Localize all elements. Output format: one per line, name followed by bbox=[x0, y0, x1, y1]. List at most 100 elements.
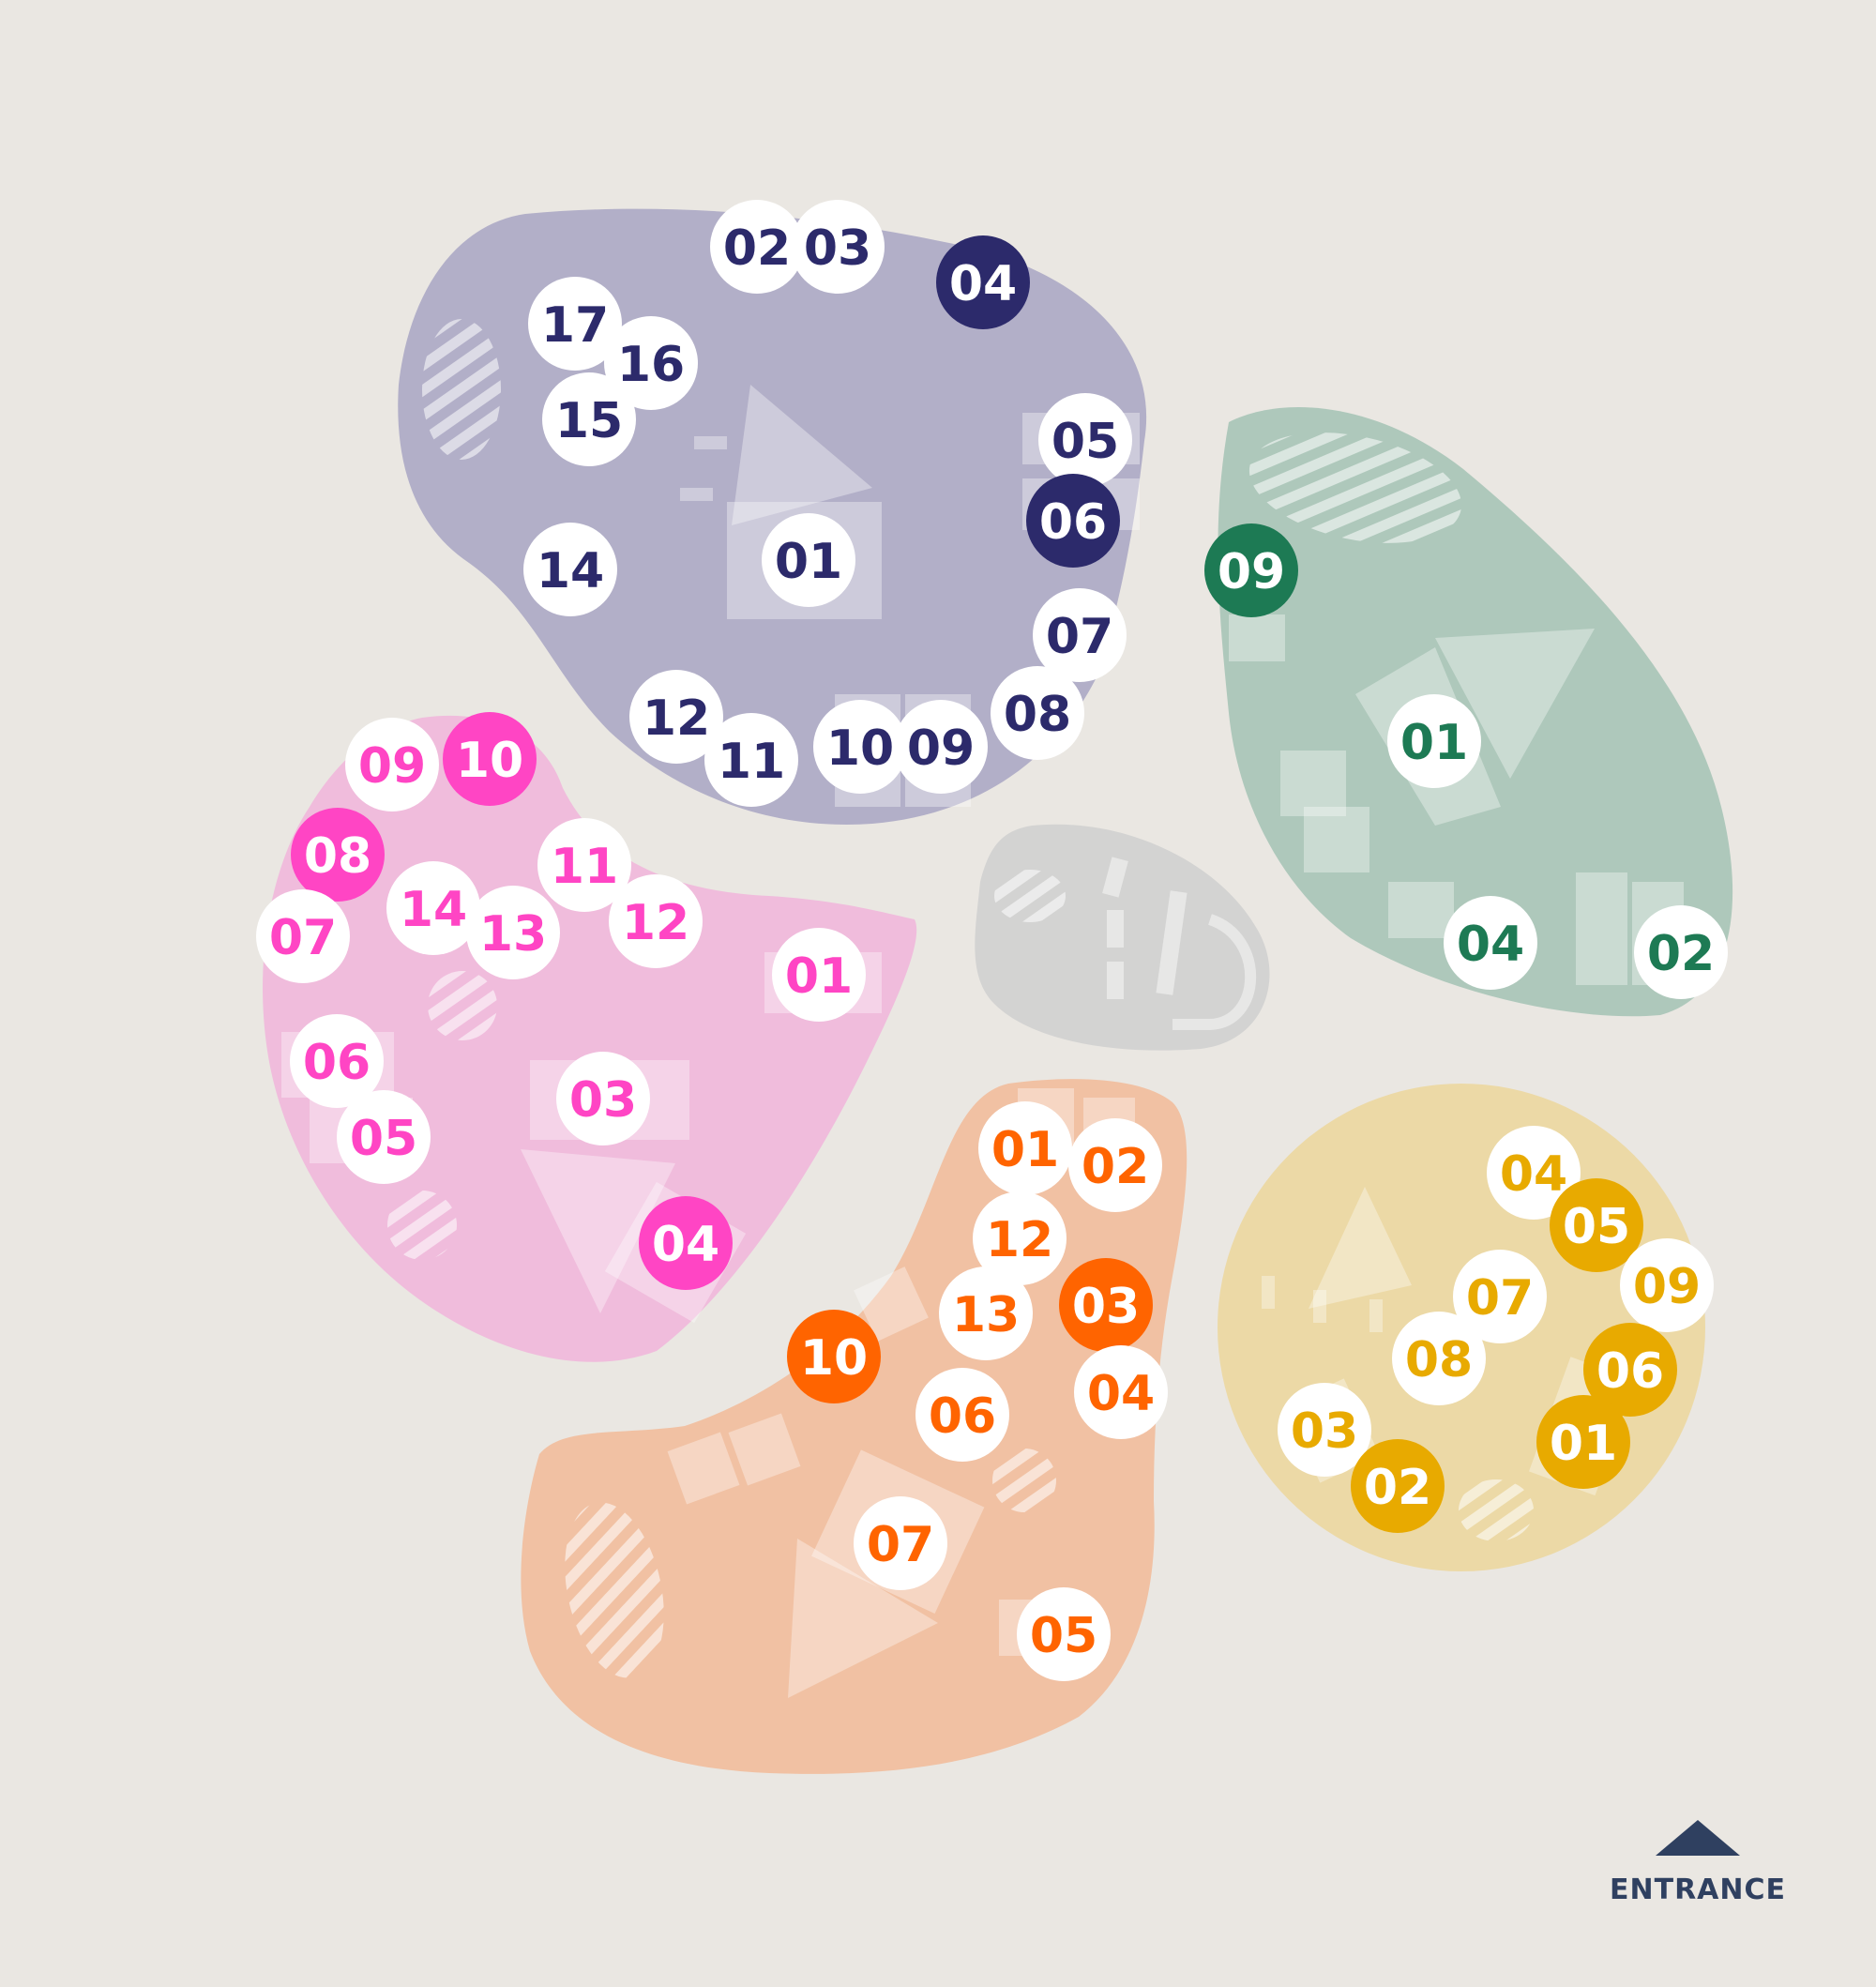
marker-yellow-04[interactable]: 04 bbox=[1487, 1126, 1581, 1220]
marker-pink-07[interactable]: 07 bbox=[256, 889, 350, 983]
marker-orange-05[interactable]: 05 bbox=[1017, 1587, 1111, 1681]
marker-purple-14[interactable]: 14 bbox=[523, 523, 617, 616]
marker-yellow-05[interactable]: 05 bbox=[1550, 1178, 1643, 1272]
marker-badge bbox=[1583, 1323, 1677, 1417]
marker-badge bbox=[537, 818, 631, 912]
marker-badge bbox=[1278, 1383, 1371, 1477]
marker-yellow-07[interactable]: 07 bbox=[1453, 1250, 1547, 1343]
marker-pink-05[interactable]: 05 bbox=[337, 1090, 431, 1184]
marker-label: 10 bbox=[800, 1330, 868, 1387]
marker-badge bbox=[1026, 474, 1120, 568]
marker-badge bbox=[1392, 1312, 1486, 1405]
marker-pink-10[interactable]: 10 bbox=[443, 712, 537, 806]
marker-orange-04[interactable]: 04 bbox=[1074, 1345, 1168, 1439]
marker-pink-13[interactable]: 13 bbox=[466, 886, 560, 979]
marker-purple-01[interactable]: 01 bbox=[762, 513, 855, 607]
marker-purple-08[interactable]: 08 bbox=[991, 666, 1084, 760]
marker-purple-11[interactable]: 11 bbox=[704, 713, 798, 807]
marker-purple-15[interactable]: 15 bbox=[542, 372, 636, 466]
marker-pink-12[interactable]: 12 bbox=[609, 874, 703, 968]
zone-grey-arc bbox=[1172, 914, 1257, 1030]
marker-purple-16[interactable]: 16 bbox=[604, 316, 698, 410]
marker-badge bbox=[1033, 588, 1127, 682]
marker-pink-14[interactable]: 14 bbox=[386, 861, 480, 955]
marker-label: 09 bbox=[358, 738, 426, 795]
marker-label: 11 bbox=[551, 839, 618, 895]
marker-pink-04[interactable]: 04 bbox=[639, 1196, 733, 1290]
marker-purple-03[interactable]: 03 bbox=[791, 200, 885, 294]
marker-purple-09[interactable]: 09 bbox=[894, 700, 988, 794]
marker-label: 12 bbox=[986, 1212, 1053, 1268]
marker-yellow-06[interactable]: 06 bbox=[1583, 1323, 1677, 1417]
marker-purple-17[interactable]: 17 bbox=[528, 277, 622, 371]
marker-orange-07[interactable]: 07 bbox=[854, 1496, 947, 1590]
marker-label: 03 bbox=[1072, 1279, 1140, 1335]
marker-badge bbox=[443, 712, 537, 806]
marker-badge bbox=[1550, 1178, 1643, 1272]
marker-badge bbox=[1487, 1126, 1581, 1220]
entrance-arrow-icon bbox=[1656, 1820, 1740, 1856]
marker-orange-02[interactable]: 02 bbox=[1068, 1118, 1162, 1212]
marker-badge bbox=[1387, 694, 1481, 788]
marker-orange-10[interactable]: 10 bbox=[787, 1310, 881, 1403]
marker-pink-01[interactable]: 01 bbox=[772, 928, 866, 1022]
marker-yellow-01[interactable]: 01 bbox=[1536, 1395, 1630, 1489]
marker-label: 01 bbox=[1550, 1416, 1617, 1472]
zone-orange-hatch-2 bbox=[992, 1449, 1056, 1512]
marker-label: 07 bbox=[1466, 1270, 1534, 1327]
marker-purple-04[interactable]: 04 bbox=[936, 235, 1030, 329]
marker-green-04[interactable]: 04 bbox=[1444, 896, 1537, 990]
marker-label: 12 bbox=[643, 690, 710, 747]
marker-pink-06[interactable]: 06 bbox=[290, 1014, 384, 1108]
marker-badge bbox=[978, 1101, 1072, 1195]
marker-label: 01 bbox=[1400, 715, 1468, 771]
marker-label: 04 bbox=[949, 256, 1017, 312]
marker-label: 02 bbox=[1082, 1139, 1149, 1195]
marker-badge bbox=[1444, 896, 1537, 990]
marker-purple-06[interactable]: 06 bbox=[1026, 474, 1120, 568]
marker-label: 03 bbox=[569, 1072, 637, 1129]
marker-badge bbox=[466, 886, 560, 979]
marker-green-02[interactable]: 02 bbox=[1634, 905, 1728, 999]
marker-orange-13[interactable]: 13 bbox=[939, 1267, 1033, 1360]
marker-badge bbox=[291, 808, 385, 902]
marker-label: 05 bbox=[1030, 1608, 1097, 1664]
marker-purple-10[interactable]: 10 bbox=[813, 700, 907, 794]
marker-pink-09[interactable]: 09 bbox=[345, 718, 439, 811]
marker-label: 14 bbox=[400, 882, 467, 938]
marker-purple-12[interactable]: 12 bbox=[629, 670, 723, 764]
marker-badge bbox=[1453, 1250, 1547, 1343]
marker-orange-03[interactable]: 03 bbox=[1059, 1258, 1153, 1352]
marker-yellow-09[interactable]: 09 bbox=[1620, 1238, 1714, 1332]
marker-orange-06[interactable]: 06 bbox=[915, 1368, 1009, 1462]
marker-label: 06 bbox=[303, 1035, 371, 1091]
marker-green-09[interactable]: 09 bbox=[1204, 523, 1298, 617]
marker-purple-05[interactable]: 05 bbox=[1038, 393, 1132, 487]
marker-orange-01[interactable]: 01 bbox=[978, 1101, 1072, 1195]
marker-yellow-03[interactable]: 03 bbox=[1278, 1383, 1371, 1477]
marker-orange-12[interactable]: 12 bbox=[973, 1191, 1067, 1285]
marker-yellow-02[interactable]: 02 bbox=[1351, 1439, 1445, 1533]
marker-label: 08 bbox=[1004, 687, 1071, 743]
marker-badge bbox=[936, 235, 1030, 329]
marker-badge bbox=[1059, 1258, 1153, 1352]
marker-badge bbox=[523, 523, 617, 616]
marker-label: 09 bbox=[1633, 1259, 1701, 1315]
marker-pink-11[interactable]: 11 bbox=[537, 818, 631, 912]
zone-green bbox=[1218, 407, 1733, 1017]
marker-badge bbox=[528, 277, 622, 371]
marker-label: 06 bbox=[929, 1388, 996, 1445]
marker-badge bbox=[256, 889, 350, 983]
marker-purple-07[interactable]: 07 bbox=[1033, 588, 1127, 682]
marker-pink-08[interactable]: 08 bbox=[291, 808, 385, 902]
marker-yellow-08[interactable]: 08 bbox=[1392, 1312, 1486, 1405]
marker-badge bbox=[609, 874, 703, 968]
marker-badge bbox=[604, 316, 698, 410]
zone-orange-hatch-1 bbox=[565, 1502, 664, 1678]
marker-label: 13 bbox=[952, 1287, 1020, 1343]
marker-green-01[interactable]: 01 bbox=[1387, 694, 1481, 788]
marker-purple-02[interactable]: 02 bbox=[710, 200, 804, 294]
marker-pink-03[interactable]: 03 bbox=[556, 1052, 650, 1145]
marker-badge bbox=[1204, 523, 1298, 617]
